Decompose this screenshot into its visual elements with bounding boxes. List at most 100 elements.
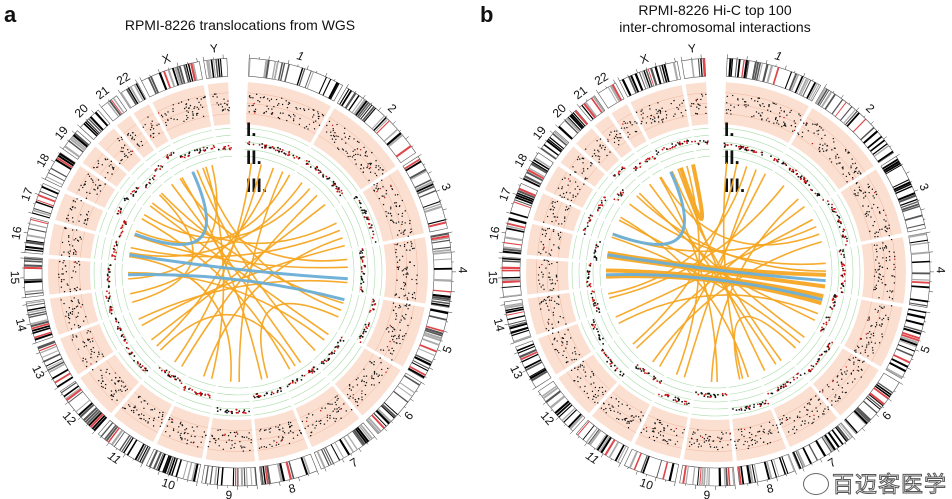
track-I-point (315, 420, 318, 422)
track-I-gridline (210, 102, 230, 106)
track-II-gridline (114, 195, 125, 213)
track-I-point (300, 432, 302, 435)
track-II-gridline (781, 159, 825, 200)
track-I-point (304, 427, 306, 430)
track-II-gridline (596, 352, 620, 380)
track-II-point (216, 407, 219, 409)
cytoband (32, 327, 51, 334)
track-I-point (880, 325, 882, 327)
track-I-point (751, 444, 754, 446)
track-I-point (196, 426, 198, 428)
track-II-point (767, 402, 770, 405)
track-I-gridline (113, 143, 128, 158)
track-I-point (151, 409, 154, 411)
track-II-point (803, 176, 805, 179)
track-I-point (97, 187, 99, 190)
track-I-point (260, 428, 262, 431)
link-22-4 (179, 178, 348, 262)
cytoband (886, 367, 903, 379)
track-I-point (326, 414, 329, 416)
track-I-point (727, 444, 729, 446)
track-II-gridline (723, 127, 787, 147)
track-II-segment (213, 386, 251, 416)
track-I-point (124, 155, 126, 158)
track-I-gridline (211, 427, 253, 431)
track-II-point (339, 194, 342, 197)
track-I-point (288, 101, 290, 104)
cytoband (31, 323, 50, 330)
cytoband (781, 456, 789, 474)
track-I-point (303, 109, 306, 112)
track-I-point (411, 243, 413, 245)
track-I-point (271, 111, 274, 114)
track-I-point (373, 372, 376, 374)
track-I-point (203, 431, 206, 433)
ideogram-2 (814, 87, 895, 164)
track-I-point (627, 131, 629, 134)
link-12-2 (150, 204, 326, 341)
tick-mark (856, 107, 860, 111)
track-I-point (69, 208, 72, 210)
track-II-gridline (816, 293, 831, 330)
track-I-point (184, 431, 186, 434)
track-I-point (165, 430, 167, 433)
track-I-point (591, 155, 594, 157)
track-I-point (840, 372, 843, 374)
track-II-point (823, 350, 826, 353)
track-I-point (219, 429, 222, 431)
track-I-point (755, 111, 758, 113)
tick-mark (645, 67, 648, 70)
track-II-gridline (592, 263, 595, 287)
track-II-point (753, 406, 755, 409)
track-I-point (783, 414, 785, 417)
track-I-point (875, 248, 877, 250)
tick-mark (915, 349, 920, 352)
track-II-point (108, 292, 111, 295)
track-II-point (735, 409, 738, 412)
track-II-point (252, 143, 255, 146)
track-II-point (364, 330, 367, 333)
track-I-point (73, 252, 75, 254)
track-II-point (699, 139, 701, 142)
track-I-gridline (246, 102, 321, 125)
track-II-gridline (573, 292, 581, 320)
track-II-point (621, 374, 624, 377)
track-I-point (857, 359, 859, 361)
track-I-point (115, 391, 117, 393)
track-I-point (263, 429, 266, 432)
track-II-point (703, 394, 706, 397)
track-I-point (285, 100, 287, 102)
track-II-point (606, 360, 609, 363)
cytoband (507, 315, 526, 321)
cytoband (54, 372, 71, 384)
track-I-point (623, 418, 626, 420)
cytoband (262, 466, 267, 485)
track-II-point (114, 249, 116, 251)
track-I-point (786, 418, 789, 421)
tick-mark (72, 409, 75, 412)
track-I-point (649, 108, 651, 110)
track-II-point (748, 407, 751, 410)
track-I-point (327, 403, 329, 405)
tick-mark (654, 477, 657, 482)
tick-mark (674, 57, 676, 62)
track-I-segment (773, 385, 838, 448)
track-II-point (196, 148, 198, 151)
track-I-point (879, 265, 881, 267)
track-I-point (89, 341, 91, 343)
track-I-point (390, 215, 393, 217)
cytoband (163, 455, 172, 474)
track-I-point (89, 331, 91, 333)
track-I-point (573, 358, 575, 361)
cytoband (88, 118, 102, 133)
track-II-gridline (578, 262, 581, 289)
track-I-point (727, 108, 729, 111)
track-II-point (164, 370, 166, 373)
track-I-point (403, 285, 406, 287)
track-I-point (282, 427, 284, 429)
track-I-segment (594, 115, 633, 159)
cytoband (32, 209, 51, 217)
track-I-point (63, 302, 65, 305)
track-I-point (705, 440, 707, 442)
track-I-point (58, 273, 60, 276)
